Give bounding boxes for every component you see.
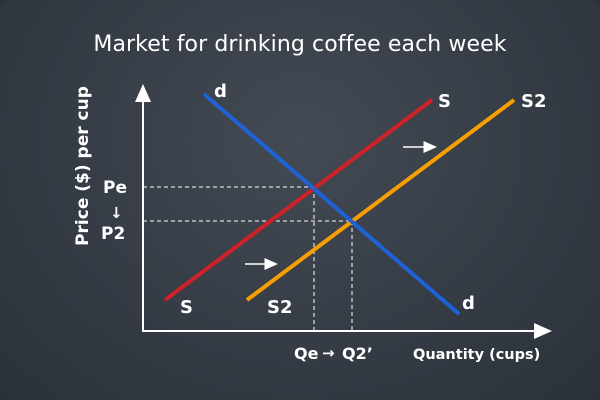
diagram-title: Market for drinking coffee each week: [93, 32, 507, 57]
demand-end-label: d: [462, 293, 475, 314]
supply2-curve: [245, 98, 516, 302]
demand-curve: [202, 92, 461, 316]
y-axis-title: Price ($) per cup: [73, 86, 93, 246]
quantity-shift-arrow: →: [322, 344, 335, 362]
supply-curve: [163, 98, 434, 302]
p2-label: P2: [101, 224, 125, 244]
qe-label: Qe: [294, 344, 319, 363]
pe-label: Pe: [103, 178, 127, 198]
x-axis-title: Quantity (cups): [413, 347, 540, 363]
q2-label: Q2’: [342, 344, 373, 363]
price-shift-arrow: ↓: [110, 204, 123, 222]
supply2-start-label: S2: [267, 297, 293, 318]
supply2-end-label: S2: [521, 91, 547, 112]
demand-start-label: d: [214, 81, 227, 102]
supply-end-label: S: [438, 91, 451, 112]
supply-start-label: S: [180, 297, 193, 318]
